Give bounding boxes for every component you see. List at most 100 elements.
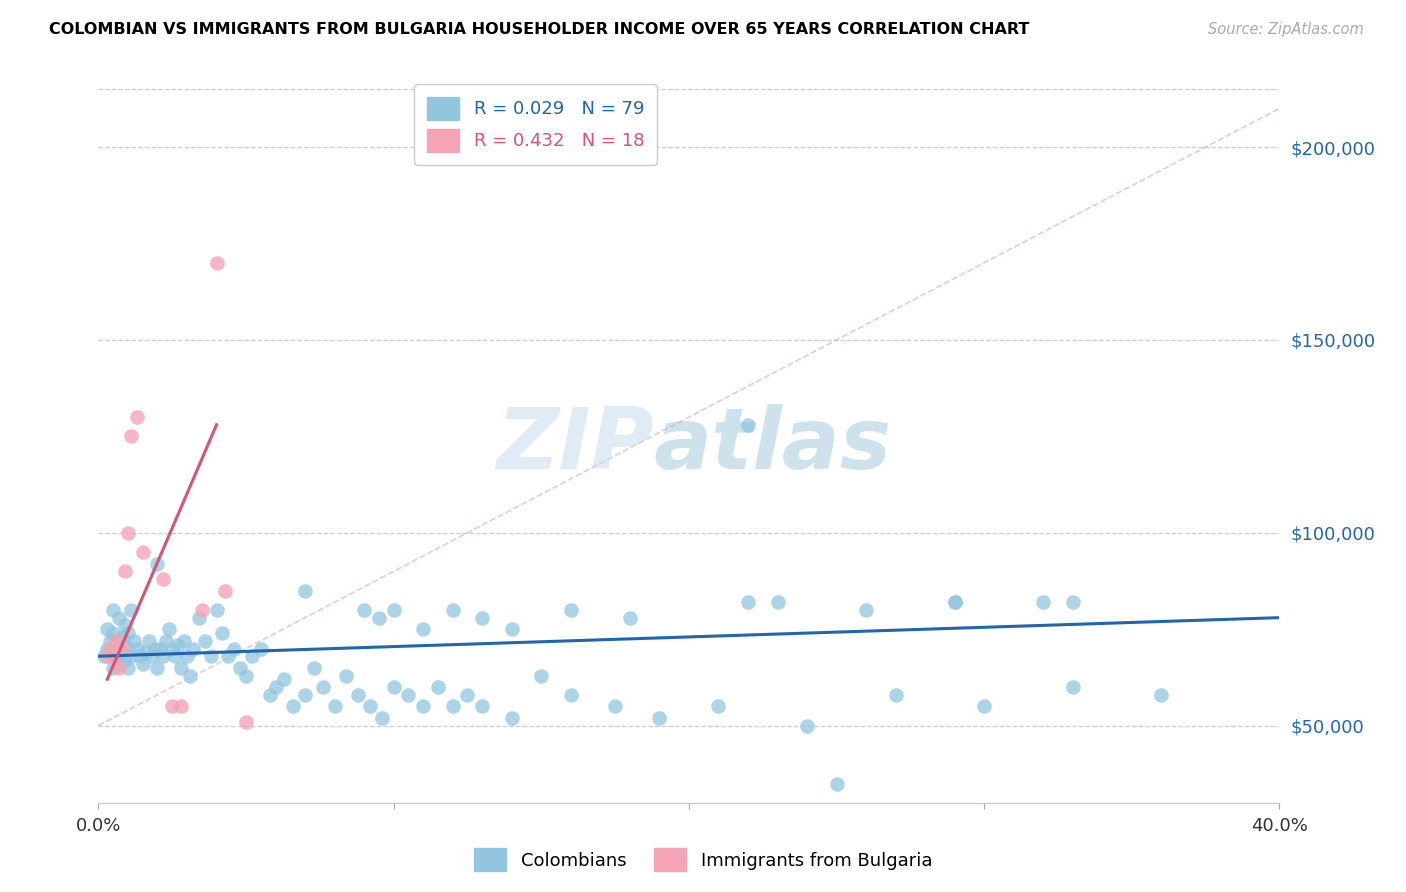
Point — [170, 699, 193, 714]
Legend: Colombians, Immigrants from Bulgaria: Colombians, Immigrants from Bulgaria — [467, 841, 939, 879]
Point — [353, 603, 375, 617]
Point — [312, 680, 335, 694]
Point — [194, 633, 217, 648]
Point — [117, 525, 139, 540]
Text: COLOMBIAN VS IMMIGRANTS FROM BULGARIA HOUSEHOLDER INCOME OVER 65 YEARS CORRELATI: COLOMBIAN VS IMMIGRANTS FROM BULGARIA HO… — [49, 22, 1029, 37]
Point — [382, 603, 405, 617]
Point — [347, 688, 370, 702]
Point — [105, 649, 128, 664]
Point — [103, 626, 125, 640]
Point — [441, 603, 464, 617]
Point — [165, 649, 187, 664]
Point — [103, 661, 125, 675]
Point — [162, 641, 183, 656]
Point — [120, 603, 142, 617]
Point — [120, 429, 142, 443]
Point — [250, 641, 273, 656]
Point — [471, 610, 494, 624]
Point — [152, 649, 174, 664]
Point — [560, 603, 582, 617]
Point — [235, 668, 257, 682]
Point — [382, 680, 405, 694]
Point — [224, 641, 246, 656]
Point — [181, 641, 204, 656]
Point — [105, 633, 128, 648]
Point — [530, 668, 553, 682]
Point — [98, 633, 121, 648]
Point — [943, 595, 966, 609]
Point — [441, 699, 464, 714]
Point — [235, 714, 257, 729]
Point — [114, 638, 136, 652]
Point — [323, 699, 346, 714]
Point — [125, 641, 148, 656]
Point — [214, 583, 236, 598]
Point — [294, 583, 316, 598]
Point — [108, 641, 131, 656]
Point — [707, 699, 730, 714]
Point — [149, 641, 172, 656]
Point — [302, 661, 325, 675]
Point — [93, 649, 115, 664]
Point — [884, 688, 907, 702]
Point — [122, 633, 145, 648]
Point — [501, 622, 523, 636]
Point — [259, 688, 281, 702]
Point — [1062, 680, 1084, 694]
Point — [162, 699, 183, 714]
Point — [217, 649, 239, 664]
Point — [1032, 595, 1054, 609]
Point — [105, 633, 128, 648]
Point — [96, 622, 118, 636]
Point — [114, 618, 136, 632]
Point — [167, 638, 190, 652]
Point — [135, 645, 157, 659]
Point — [108, 657, 131, 671]
Point — [619, 610, 641, 624]
Point — [152, 572, 174, 586]
Point — [943, 595, 966, 609]
Point — [283, 699, 305, 714]
Point — [170, 661, 193, 675]
Point — [146, 661, 169, 675]
Point — [796, 719, 818, 733]
Point — [229, 661, 252, 675]
Point — [737, 595, 759, 609]
Point — [200, 649, 222, 664]
Point — [114, 565, 136, 579]
Point — [560, 688, 582, 702]
Point — [457, 688, 479, 702]
Point — [191, 603, 214, 617]
Point — [240, 649, 263, 664]
Point — [501, 711, 523, 725]
Point — [125, 410, 148, 425]
Point — [766, 595, 789, 609]
Point — [108, 610, 131, 624]
Point — [1150, 688, 1173, 702]
Point — [103, 603, 125, 617]
Point — [98, 641, 121, 656]
Point — [111, 641, 134, 656]
Point — [335, 668, 357, 682]
Point — [427, 680, 450, 694]
Point — [155, 633, 177, 648]
Point — [179, 668, 201, 682]
Point — [132, 545, 155, 559]
Text: atlas: atlas — [654, 404, 891, 488]
Point — [205, 256, 228, 270]
Point — [264, 680, 287, 694]
Point — [294, 688, 316, 702]
Text: ZIP: ZIP — [496, 404, 654, 488]
Point — [108, 661, 131, 675]
Point — [114, 653, 136, 667]
Point — [412, 699, 434, 714]
Point — [143, 641, 166, 656]
Point — [398, 688, 420, 702]
Point — [648, 711, 671, 725]
Point — [111, 630, 134, 644]
Point — [205, 603, 228, 617]
Point — [103, 649, 125, 664]
Point — [141, 649, 163, 664]
Point — [605, 699, 627, 714]
Text: Source: ZipAtlas.com: Source: ZipAtlas.com — [1208, 22, 1364, 37]
